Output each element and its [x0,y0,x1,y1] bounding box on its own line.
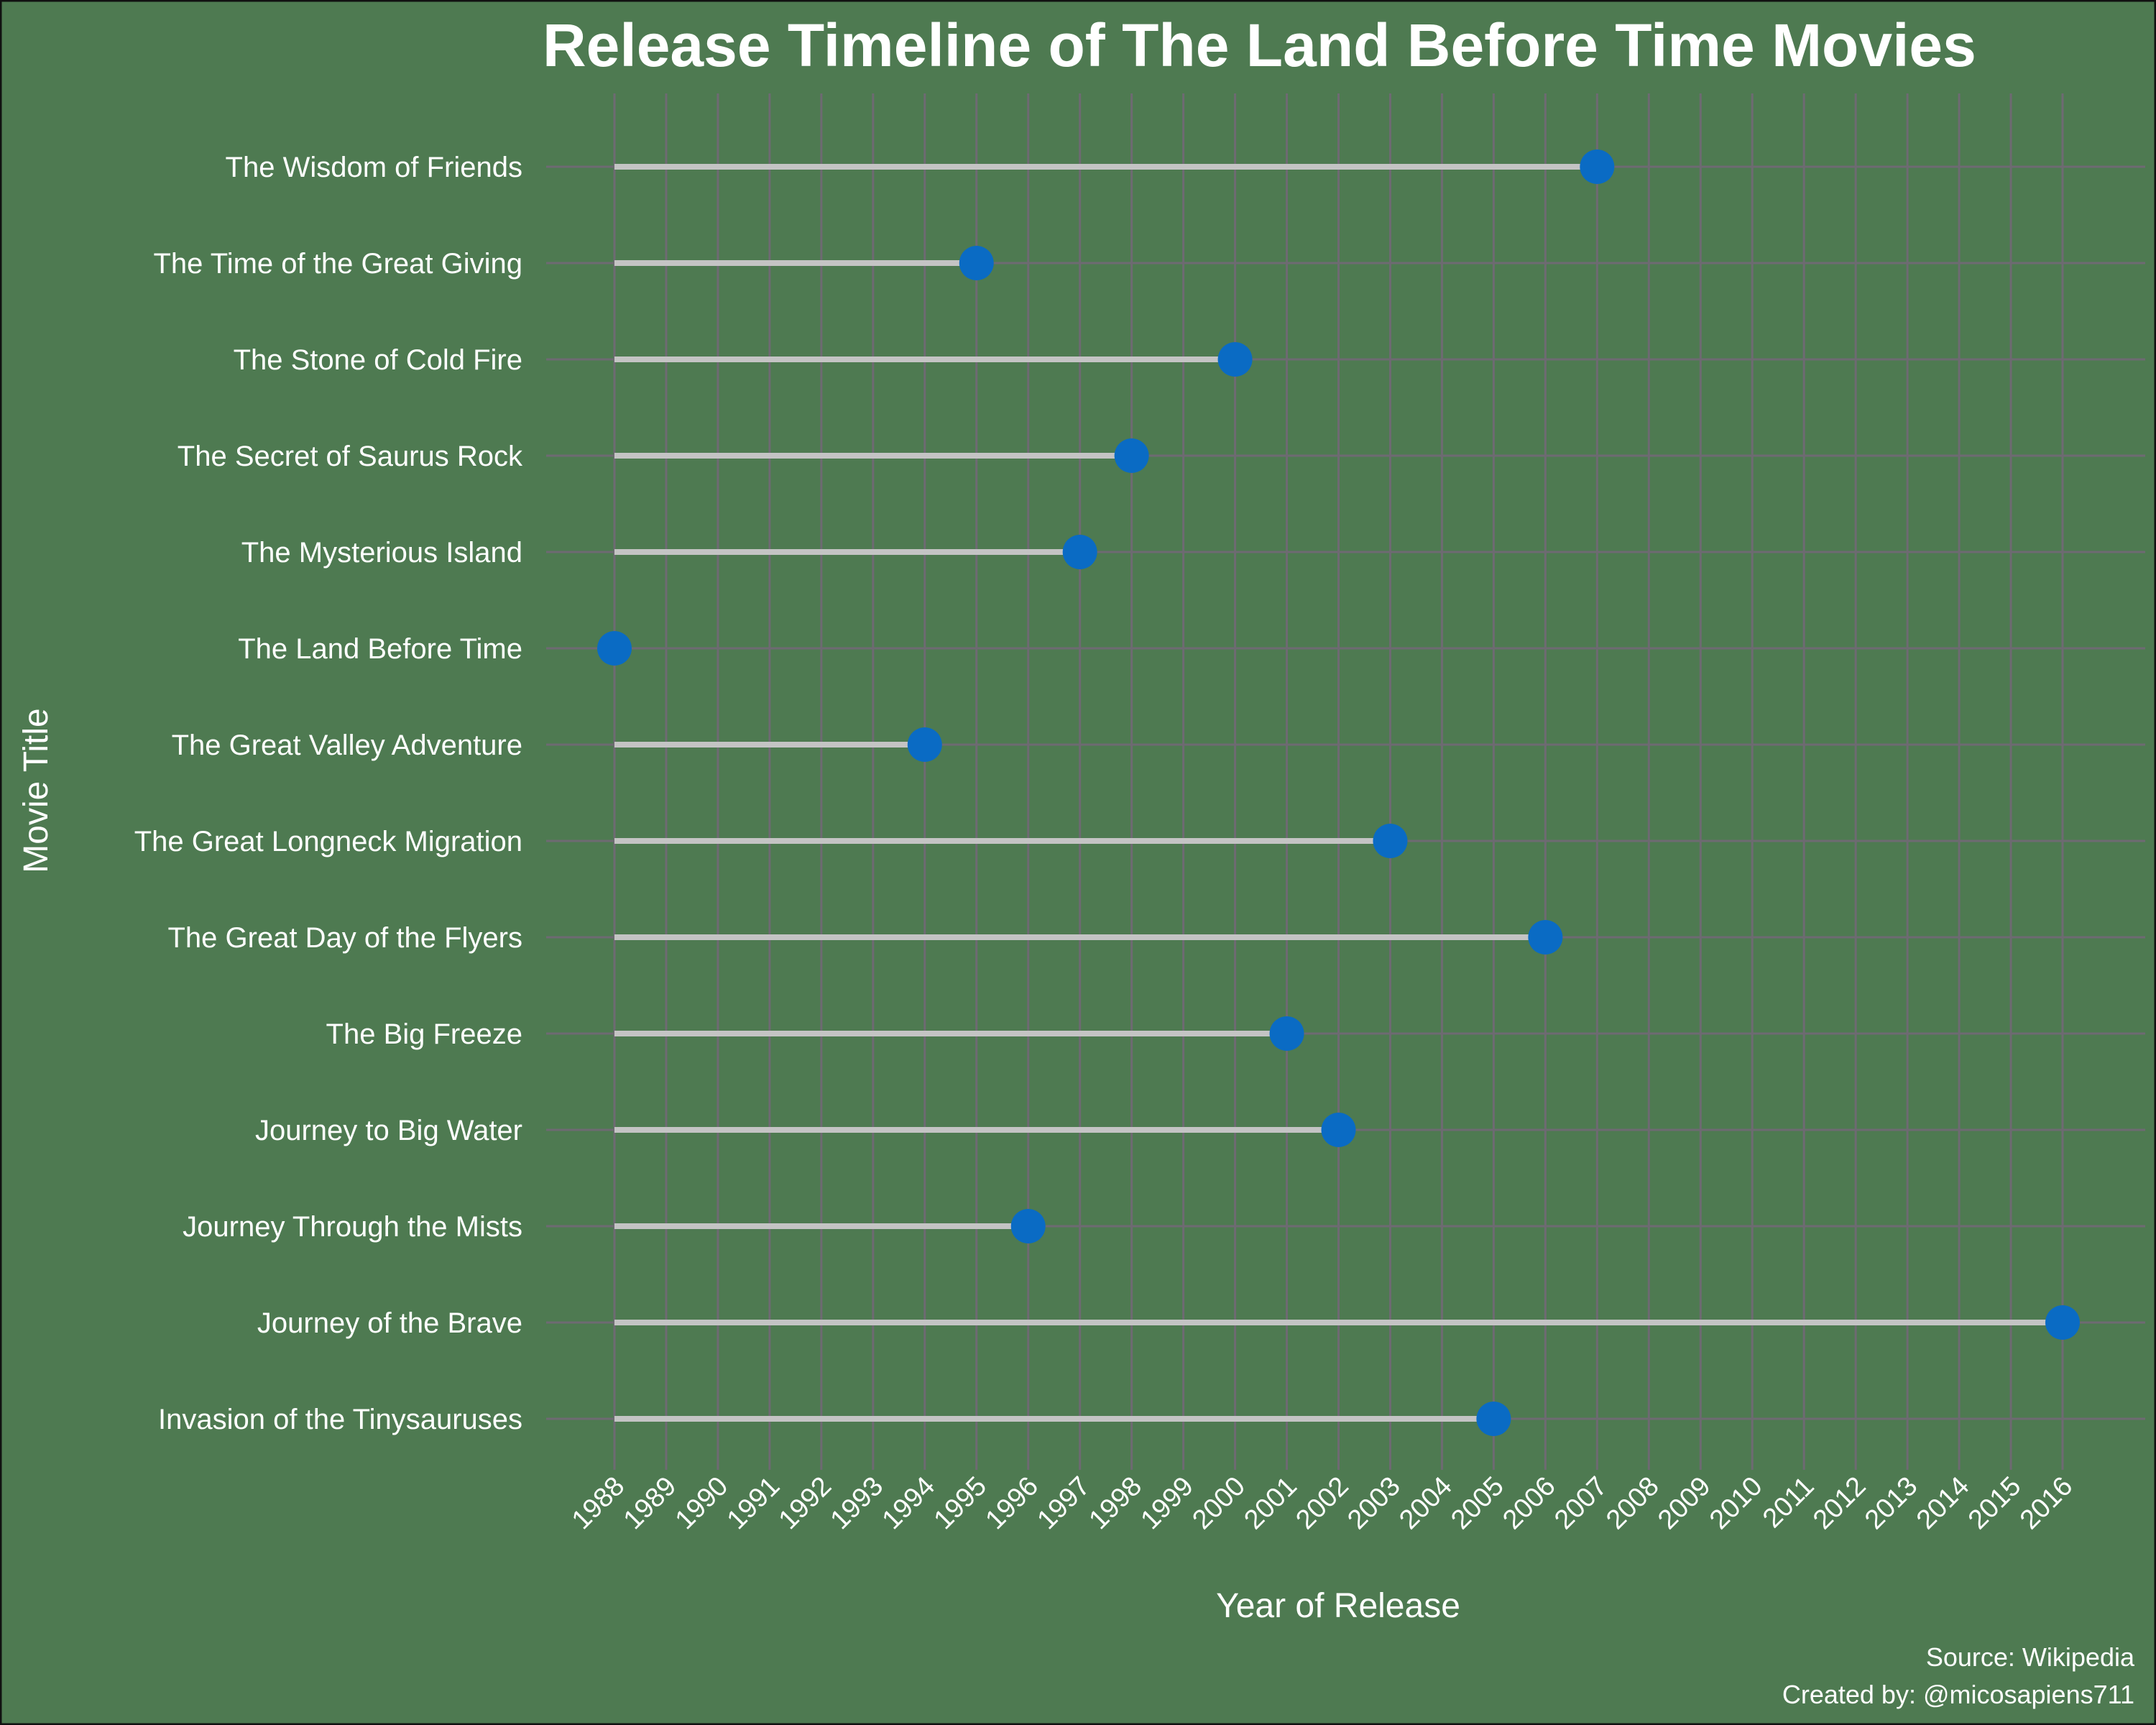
stems [614,164,2063,1422]
point-journey-to-big-water [1321,1113,1356,1147]
point-the-wisdom-of-friends [1580,150,1615,184]
point-invasion-of-the-tinysauruses [1476,1402,1511,1436]
point-the-stone-of-cold-fire [1217,342,1253,377]
point-the-land-before-time [597,631,632,666]
chart-title: Release Timeline of The Land Before Time… [543,12,1976,79]
y-tick-label-the-time-of-the-great-giving: The Time of the Great Giving [153,248,522,280]
y-tick-label-the-secret-of-saurus-rock: The Secret of Saurus Rock [178,441,523,472]
y-tick-label-the-land-before-time: The Land Before Time [238,633,522,665]
vertical-gridlines [613,93,2064,1470]
point-the-secret-of-saurus-rock [1114,438,1149,473]
y-tick-label-the-stone-of-cold-fire: The Stone of Cold Fire [234,344,522,376]
y-tick-label-journey-to-big-water: Journey to Big Water [255,1115,522,1146]
point-the-big-freeze [1269,1016,1304,1051]
y-tick-label-journey-through-the-mists: Journey Through the Mists [183,1211,522,1243]
y-tick-label-the-great-day-of-the-flyers: The Great Day of the Flyers [167,922,522,954]
y-tick-label-the-great-valley-adventure: The Great Valley Adventure [172,730,522,761]
x-axis-label: Year of Release [1216,1587,1460,1625]
y-tick-label-journey-of-the-brave: Journey of the Brave [257,1307,522,1339]
y-tick-label-the-wisdom-of-friends: The Wisdom of Friends [226,152,522,183]
y-axis-label: Movie Title [17,708,55,873]
point-the-great-valley-adventure [907,727,942,762]
point-the-great-longneck-migration [1373,824,1408,858]
point-the-great-day-of-the-flyers [1528,920,1563,954]
point-the-time-of-the-great-giving [959,246,994,280]
y-tick-label-the-great-longneck-migration: The Great Longneck Migration [134,826,522,857]
point-journey-through-the-mists [1010,1209,1046,1243]
points [597,150,2080,1436]
y-tick-label-the-mysterious-island: The Mysterious Island [241,537,522,569]
y-tick-label-the-big-freeze: The Big Freeze [326,1018,522,1050]
point-the-mysterious-island [1062,535,1097,569]
point-journey-of-the-brave [2045,1305,2080,1340]
caption-credit: Created by: @micosapiens711 [1782,1680,2134,1709]
caption-source: Source: Wikipedia [1926,1642,2135,1672]
y-tick-labels: The Wisdom of Friends The Time of the Gre… [134,152,523,1435]
y-tick-label-invasion-of-the-tinysauruses: Invasion of the Tinysauruses [158,1404,522,1435]
